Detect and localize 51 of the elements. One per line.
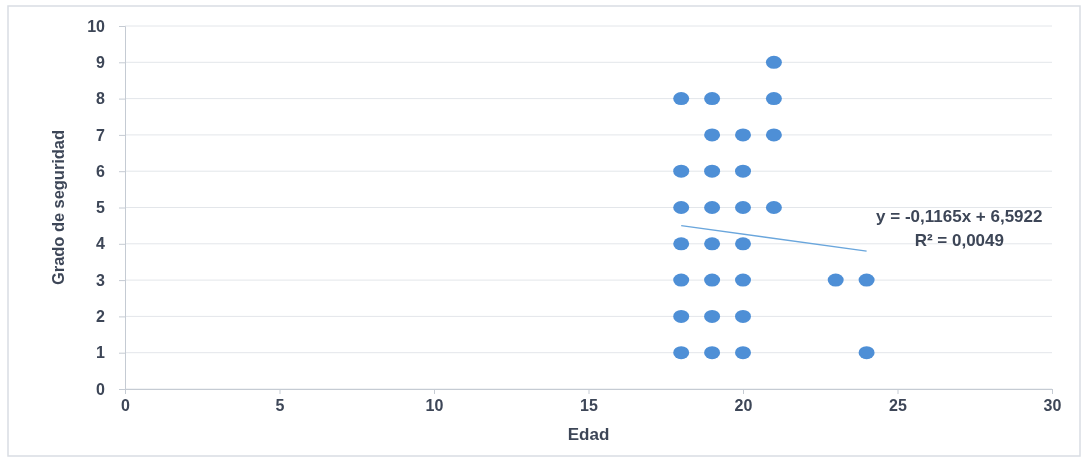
x-tick-label: 15 [580,397,598,415]
point [673,309,690,323]
y-tick-label: 10 [87,17,106,35]
y-axis-title: Grado de seguridad [50,130,67,285]
y-tick-label: 4 [96,235,106,253]
annotation: R² = 0,0049 [914,231,1004,251]
point [735,128,751,142]
y-tick-label: 3 [96,271,106,289]
point [673,237,690,251]
point [704,309,721,323]
y-tick-label: 5 [96,199,106,217]
point [765,55,782,69]
point [673,273,690,287]
x-tick-label: 30 [1043,397,1062,415]
y-tick-label: 1 [96,344,106,362]
point [673,92,690,106]
point [765,128,782,142]
point [735,201,751,214]
point [735,237,751,251]
x-tick-label: 5 [275,397,285,415]
point [765,92,782,106]
annotation: y = -0,1165x + 6,5922 [876,207,1043,227]
point [735,164,751,178]
point [704,128,721,142]
point [673,201,690,214]
point [765,201,782,214]
point [673,164,690,178]
x-tick-label: 10 [425,397,444,415]
point [704,164,721,178]
point [704,273,721,287]
point [735,273,751,287]
point [858,273,875,287]
point [704,346,721,360]
point [735,309,751,323]
point [827,273,844,287]
y-tick-label: 8 [96,90,106,108]
point [704,201,721,214]
y-tick-label: 6 [96,162,106,180]
point [735,346,751,360]
point [858,346,875,360]
y-tick-label: 9 [96,53,106,71]
x-axis-title: Edad [567,425,610,444]
x-tick-label: 25 [889,397,907,415]
point [704,237,721,251]
point [704,92,721,106]
y-tick-label: 0 [96,380,106,398]
x-tick-label: 0 [121,397,131,415]
x-tick-label: 20 [734,397,753,415]
point [673,346,690,360]
y-tick-label: 7 [96,126,106,144]
y-tick-label: 2 [96,308,106,326]
